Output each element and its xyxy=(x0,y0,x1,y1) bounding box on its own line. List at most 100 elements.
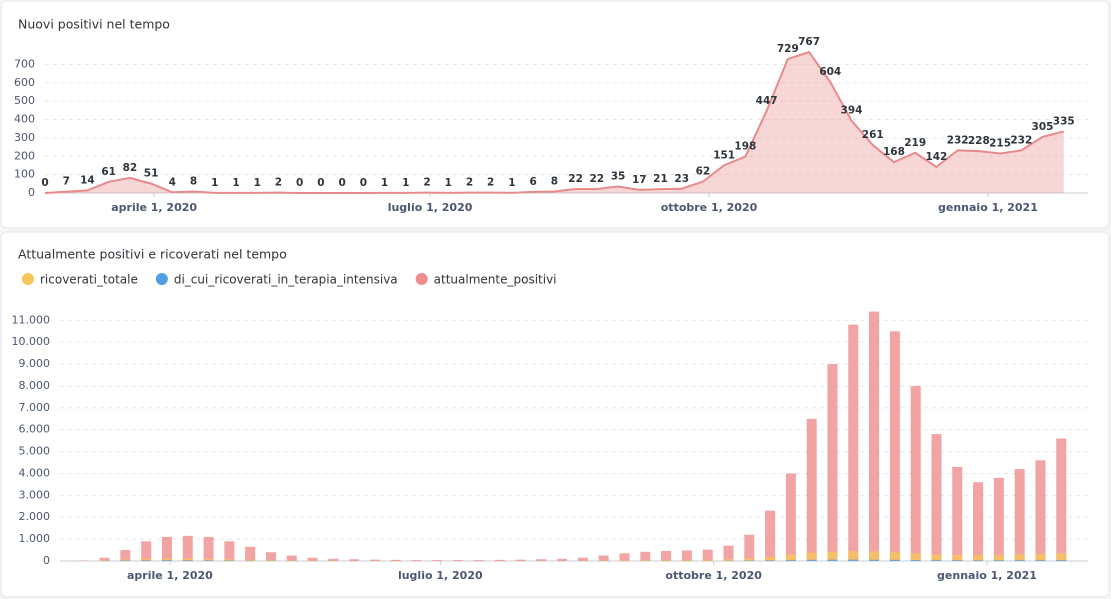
bar xyxy=(1035,460,1046,561)
bar xyxy=(1014,469,1025,561)
bar xyxy=(598,555,609,561)
bar xyxy=(848,324,859,561)
bar xyxy=(723,559,734,561)
legend-swatch xyxy=(415,273,428,285)
y-tick-label: 8.000 xyxy=(19,379,51,392)
data-label: 261 xyxy=(862,129,884,141)
bar xyxy=(245,559,256,561)
bar xyxy=(889,331,900,561)
y-tick-label: 200 xyxy=(14,149,35,162)
data-label: 35 xyxy=(611,171,626,183)
y-tick-label: 700 xyxy=(14,57,35,70)
bar xyxy=(848,559,859,561)
data-label: 335 xyxy=(1053,115,1075,127)
bar xyxy=(1014,554,1025,561)
data-label: 604 xyxy=(819,66,841,78)
data-label: 8 xyxy=(551,176,558,188)
data-label: 4 xyxy=(169,176,176,188)
y-tick-label: 0 xyxy=(43,554,50,567)
y-tick-label: 4.000 xyxy=(19,466,51,479)
data-label: 1 xyxy=(254,177,261,189)
data-label: 1 xyxy=(402,177,409,189)
x-tick-label: ottobre 1, 2020 xyxy=(665,569,762,582)
data-label: 2 xyxy=(466,177,473,189)
bar xyxy=(993,560,1004,561)
legend-label: attualmente_positivi xyxy=(434,273,557,287)
card xyxy=(0,0,1110,229)
bar xyxy=(265,560,276,561)
bar xyxy=(661,550,672,561)
y-tick-label: 3.000 xyxy=(19,488,51,501)
bar xyxy=(785,560,796,561)
data-label: 2 xyxy=(487,177,494,189)
bar xyxy=(848,551,859,561)
data-label: 198 xyxy=(734,141,756,153)
data-label: 14 xyxy=(80,174,95,186)
bar xyxy=(640,560,651,561)
bar xyxy=(577,557,588,561)
bar xyxy=(224,541,235,561)
bar xyxy=(182,560,193,561)
data-label: 23 xyxy=(674,173,689,185)
bar xyxy=(494,559,505,561)
bar xyxy=(993,554,1004,561)
bar xyxy=(1056,438,1067,561)
bar xyxy=(1035,553,1046,561)
data-label: 82 xyxy=(123,162,138,174)
bar xyxy=(806,418,817,561)
bar xyxy=(182,535,193,561)
data-label: 17 xyxy=(632,174,647,186)
y-tick-label: 100 xyxy=(14,168,35,181)
y-tick-label: 300 xyxy=(14,131,35,144)
bar xyxy=(681,550,692,561)
bar xyxy=(744,534,755,561)
bar xyxy=(453,560,464,561)
bar xyxy=(889,552,900,561)
bar xyxy=(702,559,713,561)
data-label: 1 xyxy=(211,177,218,189)
area xyxy=(45,52,1064,193)
bar xyxy=(99,557,110,561)
data-label: 232 xyxy=(947,134,969,146)
bar xyxy=(765,560,776,561)
bar xyxy=(1014,560,1025,561)
bar xyxy=(619,553,630,561)
bar xyxy=(390,559,401,561)
data-label: 394 xyxy=(841,105,863,117)
bar xyxy=(931,554,942,561)
y-tick-label: 9.000 xyxy=(19,357,51,370)
data-label: 1 xyxy=(381,177,388,189)
bar xyxy=(723,545,734,561)
bar xyxy=(141,560,152,561)
legend-swatch xyxy=(155,273,168,285)
y-tick-label: 600 xyxy=(14,76,35,89)
data-label: 61 xyxy=(101,166,116,178)
bar xyxy=(120,559,131,561)
bar xyxy=(785,554,796,561)
data-label: 0 xyxy=(41,177,48,189)
bar xyxy=(1035,560,1046,561)
chart-title: Nuovi positivi nel tempo xyxy=(18,17,170,32)
data-label: 215 xyxy=(989,137,1011,149)
bar xyxy=(203,558,214,561)
bar xyxy=(120,550,131,561)
bar xyxy=(952,560,963,561)
data-label: 305 xyxy=(1032,121,1054,133)
bar xyxy=(702,549,713,561)
bar xyxy=(161,536,172,561)
bar xyxy=(432,560,443,561)
bar xyxy=(245,546,256,561)
bar xyxy=(765,510,776,561)
bar xyxy=(286,555,297,561)
bar xyxy=(369,559,380,561)
bar xyxy=(141,541,152,561)
data-label: 0 xyxy=(360,177,367,189)
data-label: 1 xyxy=(232,177,239,189)
y-tick-label: 500 xyxy=(14,94,35,107)
bar xyxy=(661,559,672,561)
x-tick-label: ottobre 1, 2020 xyxy=(661,201,758,214)
bar xyxy=(411,560,422,561)
data-label: 219 xyxy=(904,137,926,149)
